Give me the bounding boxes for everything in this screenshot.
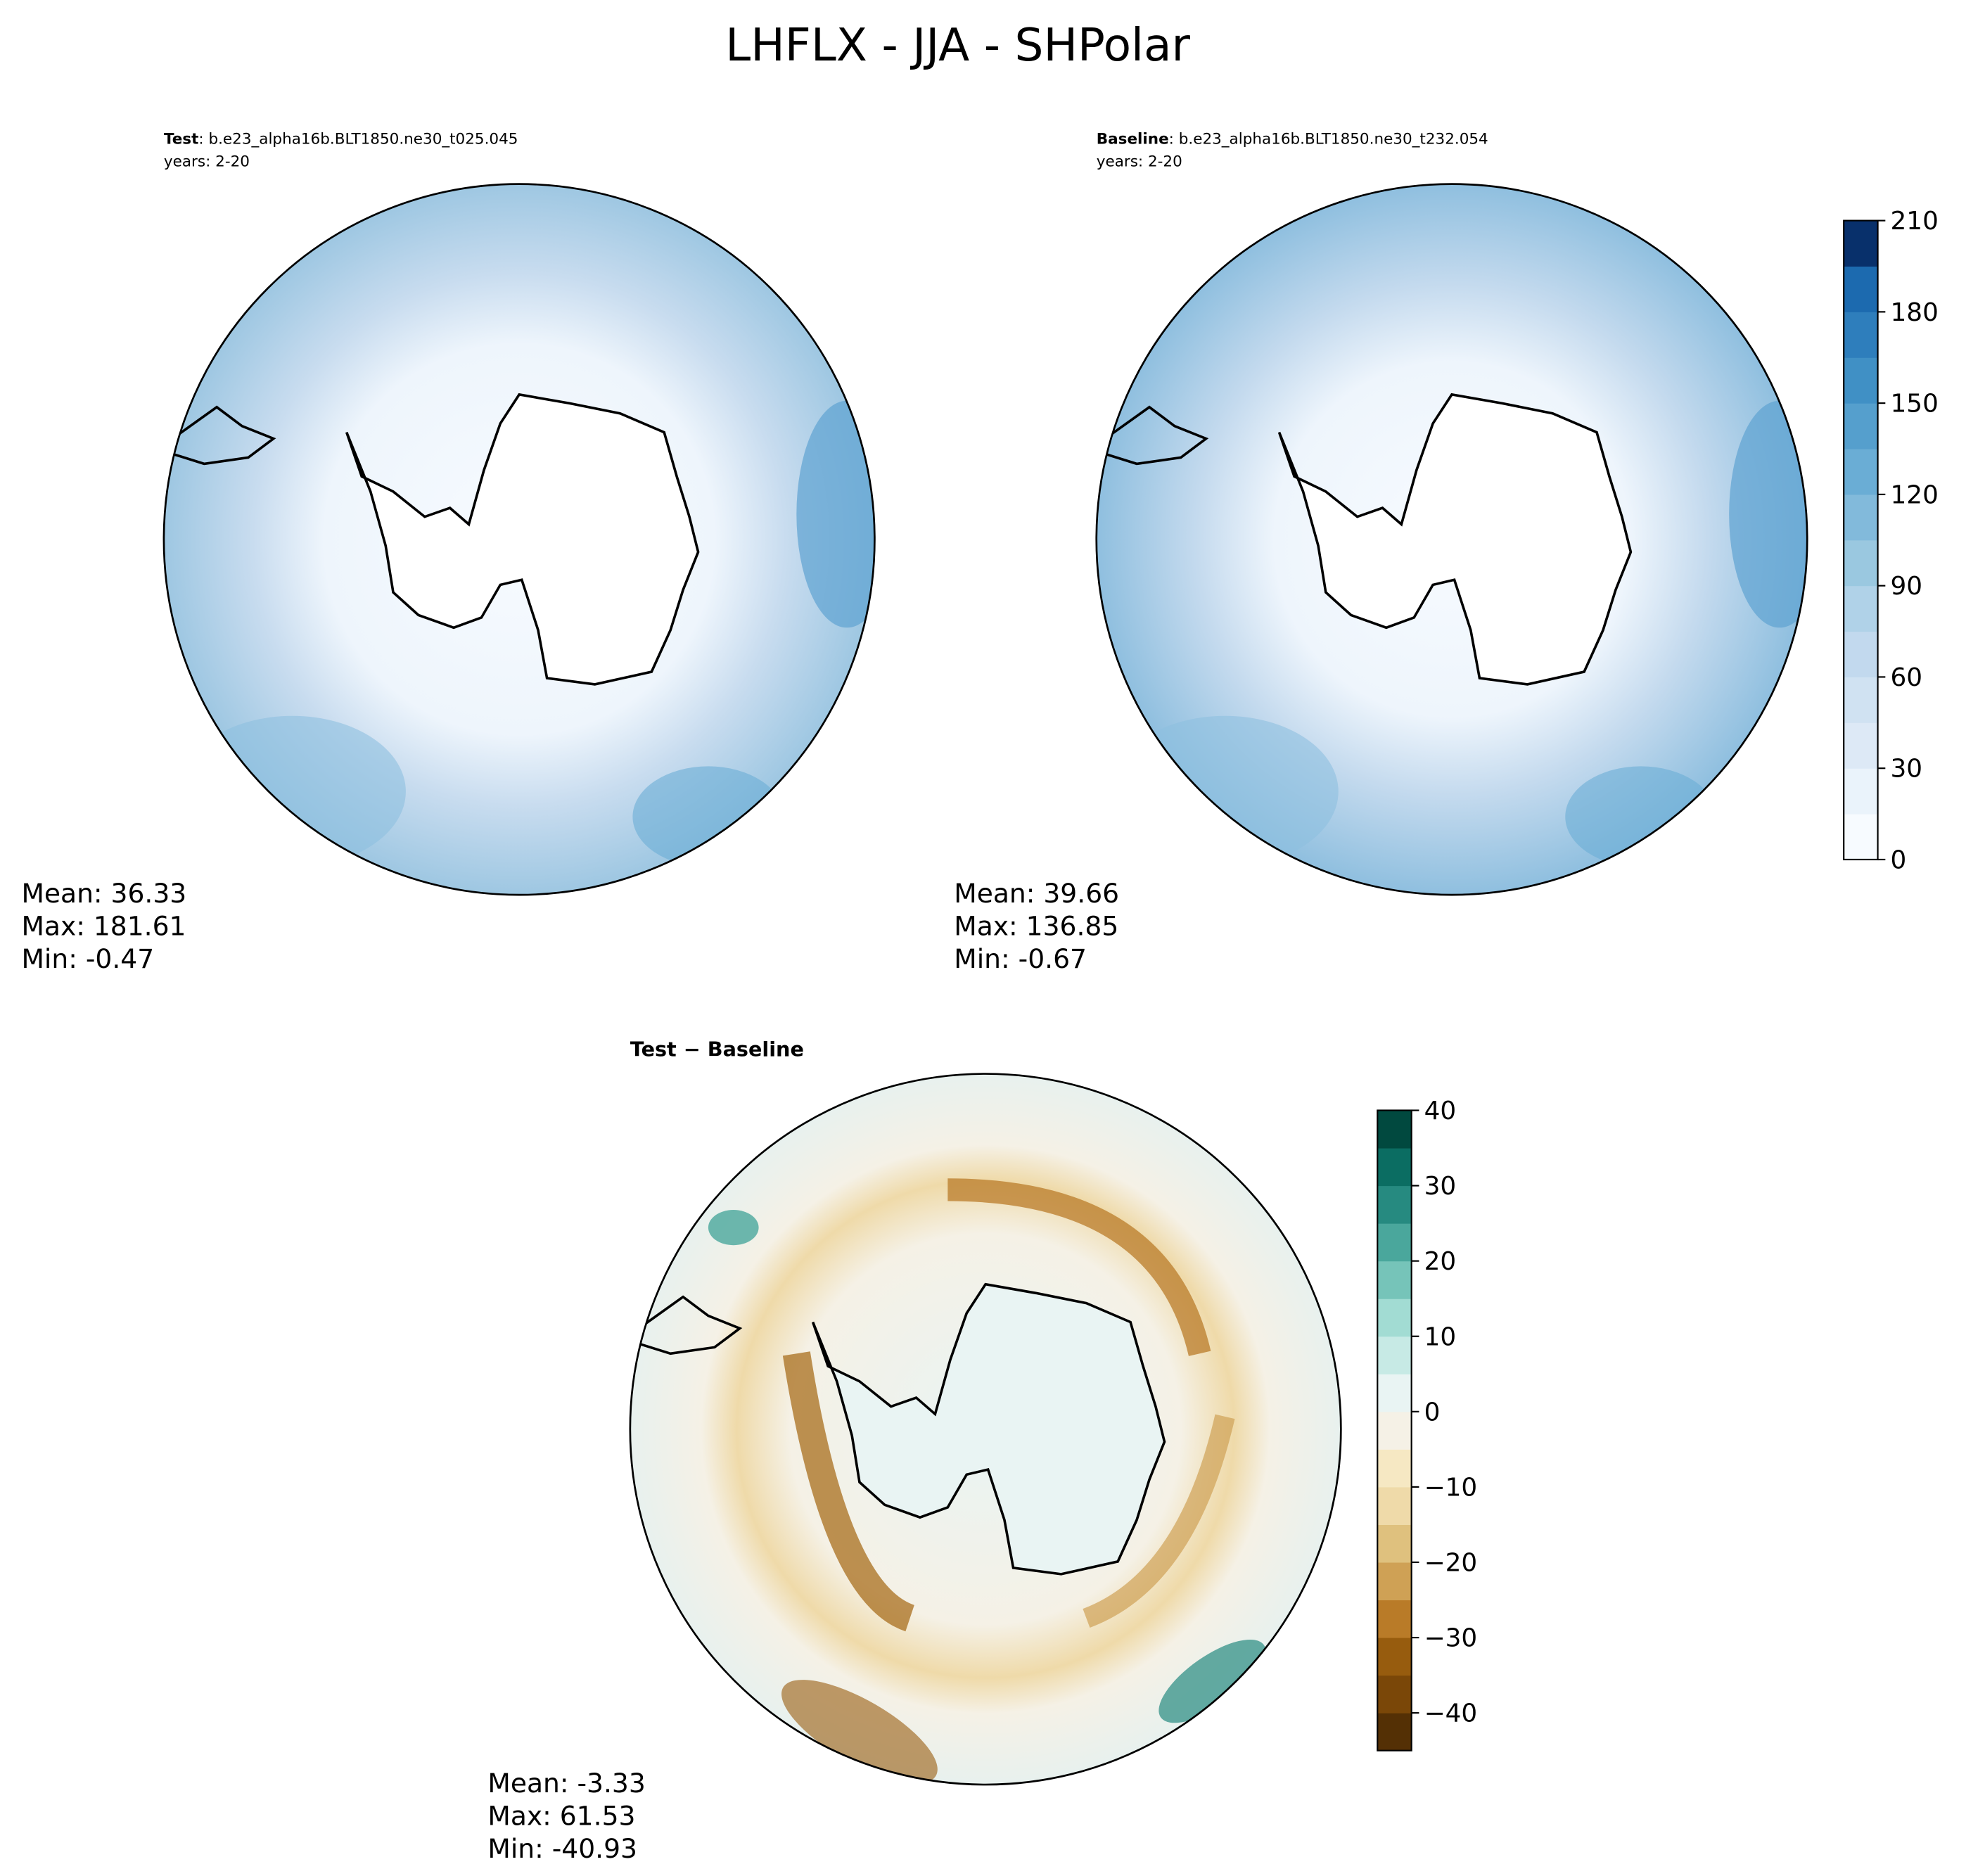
stat: Min: -0.47 xyxy=(21,943,154,974)
colorbar-band xyxy=(1844,814,1878,860)
stat: Min: -0.67 xyxy=(954,943,1087,974)
colorbar-band xyxy=(1377,1411,1412,1450)
coastline xyxy=(163,405,276,466)
colorbar-band xyxy=(1377,1449,1412,1488)
colorbar-tick-label: −20 xyxy=(1424,1549,1478,1578)
panel-label: Test: b.e23_alpha16b.BLT1850.ne30_t025.0… xyxy=(164,130,518,148)
coastline xyxy=(630,1295,743,1355)
map xyxy=(1096,184,1808,895)
map-patch xyxy=(708,1210,759,1246)
colorbar-band xyxy=(1844,220,1878,267)
colorbar-band xyxy=(1844,494,1878,541)
panel-label-bold: Test xyxy=(164,130,198,148)
map-patch xyxy=(179,715,406,867)
map-patch xyxy=(781,1680,938,1784)
map-patch xyxy=(1111,715,1339,867)
panel-years: years: 2-20 xyxy=(164,153,250,171)
colorbar-band xyxy=(1844,677,1878,723)
colorbar-tick-label: 0 xyxy=(1424,1398,1441,1427)
colorbar-band xyxy=(1377,1675,1412,1714)
panel-label: Baseline: b.e23_alpha16b.BLT1850.ne30_t2… xyxy=(1097,130,1488,148)
coastline xyxy=(1096,405,1209,466)
colorbar-tick-label: 40 xyxy=(1424,1097,1457,1125)
colorbar-band xyxy=(1844,403,1878,449)
colorbar-band xyxy=(1377,1336,1412,1374)
stat: Max: 181.61 xyxy=(21,910,186,941)
colorbar-band xyxy=(1377,1185,1412,1224)
colorbar-band xyxy=(1844,585,1878,632)
colorbar-band xyxy=(1844,768,1878,815)
colorbar-tick-label: 10 xyxy=(1424,1322,1457,1351)
stat: Mean: 39.66 xyxy=(954,878,1119,909)
colorbar-band xyxy=(1377,1486,1412,1525)
panel-label-rest: : b.e23_alpha16b.BLT1850.ne30_t025.045 xyxy=(198,130,518,148)
colorbar-band xyxy=(1844,357,1878,404)
stat: Mean: -3.33 xyxy=(487,1768,645,1799)
colorbar-tick-label: 30 xyxy=(1891,755,1923,784)
map-patch xyxy=(796,400,875,628)
map-border xyxy=(1095,183,1808,896)
map-patch xyxy=(1729,400,1808,628)
colorbar-band xyxy=(1377,1562,1412,1601)
colorbar-tick-label: −40 xyxy=(1424,1699,1478,1728)
colorbar-tick-label: 20 xyxy=(1424,1247,1457,1276)
colorbar-frame xyxy=(1843,219,1879,861)
colorbar-band xyxy=(1844,266,1878,312)
colorbar-band xyxy=(1844,312,1878,358)
colorbar-band xyxy=(1377,1223,1412,1262)
stat: Min: -40.93 xyxy=(487,1833,637,1864)
map-border xyxy=(162,183,876,896)
colorbar-tick-label: 150 xyxy=(1891,390,1939,419)
colorbar-band xyxy=(1377,1638,1412,1676)
map-patch xyxy=(1158,1639,1266,1723)
colorbar-tick-label: 210 xyxy=(1891,207,1939,236)
colorbar-band xyxy=(1377,1298,1412,1337)
colorbar-band xyxy=(1377,1374,1412,1412)
colorbar-band xyxy=(1377,1261,1412,1299)
panel-label-rest: : b.e23_alpha16b.BLT1850.ne30_t232.054 xyxy=(1169,130,1488,148)
map-border xyxy=(629,1073,1342,1786)
colorbar-tick-label: 30 xyxy=(1424,1172,1457,1201)
colorbar-band xyxy=(1377,1148,1412,1187)
colorbar-tick-label: 120 xyxy=(1891,480,1939,509)
panel-label-bold: Baseline xyxy=(1097,130,1169,148)
map-patch xyxy=(632,766,784,867)
map xyxy=(163,184,875,895)
colorbar-tick-label: 90 xyxy=(1891,572,1923,601)
stat: Mean: 36.33 xyxy=(21,878,186,909)
map-band xyxy=(782,1351,915,1632)
panel-label: Test − Baseline xyxy=(630,1037,804,1061)
colorbar-tick-label: −10 xyxy=(1424,1473,1478,1502)
colorbar-band xyxy=(1844,631,1878,677)
colorbar-band xyxy=(1377,1713,1412,1751)
colorbar-tick-label: −30 xyxy=(1424,1624,1478,1653)
colorbar-band xyxy=(1377,1110,1412,1149)
colorbar-frame xyxy=(1377,1109,1412,1751)
colorbar-band xyxy=(1844,540,1878,587)
panel-years: years: 2-20 xyxy=(1097,153,1182,171)
colorbar-tick-label: 0 xyxy=(1891,846,1907,875)
stat: Max: 136.85 xyxy=(954,910,1118,941)
colorbar-band xyxy=(1377,1600,1412,1638)
colorbar-band xyxy=(1844,449,1878,495)
colorbar-band xyxy=(1844,722,1878,769)
map-band xyxy=(1083,1414,1235,1628)
panel-label-bold: Test − Baseline xyxy=(630,1037,804,1061)
figure-title: LHFLX - JJA - SHPolar xyxy=(725,19,1190,72)
colorbar-band xyxy=(1377,1524,1412,1563)
colorbar-tick-label: 180 xyxy=(1891,298,1939,327)
map-patch xyxy=(1565,766,1717,867)
colorbar-tick-label: 60 xyxy=(1891,663,1923,692)
map-band xyxy=(947,1178,1211,1356)
map xyxy=(630,1073,1341,1785)
stat: Max: 61.53 xyxy=(487,1800,635,1831)
